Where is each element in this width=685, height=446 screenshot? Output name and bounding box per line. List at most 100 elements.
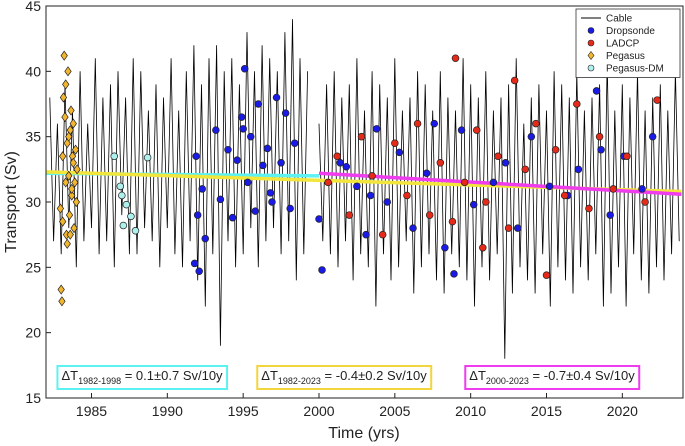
legend-swatch — [587, 27, 595, 34]
legend-label: Cable — [606, 14, 633, 25]
data-point — [482, 198, 490, 206]
data-point — [65, 209, 74, 221]
data-point — [192, 152, 200, 161]
data-point — [585, 204, 593, 213]
data-point — [623, 152, 631, 161]
data-point — [233, 156, 241, 164]
x-tick-label: 2010 — [455, 403, 486, 419]
data-point — [489, 178, 498, 187]
data-point — [460, 178, 469, 187]
data-point — [143, 153, 152, 162]
annotation: ΔT1982-2023 = -0.4±0.2 Sv/10y — [261, 368, 427, 386]
annotation-subscript: 1982-1998 — [78, 376, 121, 386]
data-point — [116, 182, 125, 191]
data-point — [68, 190, 76, 201]
x-tick-label: 2005 — [379, 403, 410, 419]
data-point — [357, 132, 366, 141]
cable-line — [318, 58, 680, 359]
data-point — [451, 54, 460, 63]
data-point — [254, 100, 263, 108]
data-point — [61, 111, 69, 123]
annotation-box — [464, 365, 641, 390]
data-point — [122, 200, 131, 209]
data-point — [240, 64, 249, 73]
legend-label: Dropsonde — [606, 26, 655, 37]
data-point — [228, 213, 237, 222]
y-tick-label: 45 — [25, 0, 41, 14]
data-point — [510, 76, 519, 85]
data-point — [641, 198, 649, 206]
data-point — [336, 159, 344, 167]
data-point — [63, 238, 71, 249]
data-point — [65, 131, 73, 142]
data-point — [62, 177, 70, 188]
data-point — [268, 198, 276, 206]
data-point — [71, 177, 79, 188]
data-point — [595, 132, 604, 141]
data-point — [251, 207, 260, 215]
data-point — [290, 139, 299, 147]
data-point — [413, 119, 422, 128]
data-point — [368, 172, 376, 180]
data-point — [243, 178, 252, 187]
data-point — [193, 211, 202, 219]
y-tick-label: 35 — [25, 129, 41, 145]
legend-swatch — [587, 51, 595, 60]
data-point — [560, 191, 569, 200]
annotation: ΔT2000-2023 = -0.7±0.4 Sv/10y — [469, 368, 635, 386]
data-point — [69, 118, 77, 129]
data-point — [62, 79, 70, 90]
data-point — [333, 152, 341, 161]
data-point — [574, 165, 583, 174]
data-point — [383, 198, 392, 206]
data-point — [315, 215, 323, 223]
data-point — [422, 169, 431, 178]
legend-swatch — [587, 64, 595, 72]
y-tick-label: 25 — [25, 259, 41, 275]
y-tick-label: 20 — [25, 325, 41, 341]
data-point — [551, 145, 560, 154]
data-point — [259, 161, 267, 170]
data-point — [542, 271, 551, 279]
data-point — [372, 125, 381, 133]
data-point — [573, 100, 581, 108]
data-point — [653, 96, 661, 104]
annotation-text: = -0.4±0.2 Sv/10y — [321, 368, 427, 383]
data-point — [441, 243, 449, 252]
data-point — [71, 144, 80, 155]
x-axis-label: Time (yrs) — [328, 425, 399, 442]
data-point — [58, 296, 66, 307]
data-point — [127, 212, 135, 221]
legend-label: Pegasus — [606, 51, 645, 62]
annotation-subscript: 2000-2023 — [486, 376, 529, 386]
x-tick-label: 2000 — [303, 403, 334, 419]
trend-line — [318, 171, 682, 196]
data-point — [272, 93, 281, 102]
data-point — [66, 229, 74, 240]
data-point — [69, 157, 77, 168]
data-point — [216, 195, 225, 204]
data-point — [378, 230, 387, 239]
data-point — [237, 113, 246, 121]
x-tick-label: 2020 — [607, 403, 638, 419]
annotation-text: = 0.1±0.7 Sv/10y — [121, 368, 223, 383]
data-point — [545, 182, 554, 191]
data-point — [403, 191, 411, 200]
y-tick-label: 15 — [25, 390, 41, 406]
data-point — [342, 162, 351, 171]
annotation-box — [256, 365, 433, 390]
data-point — [469, 200, 478, 209]
data-point — [263, 144, 272, 153]
data-point — [65, 170, 73, 181]
y-axis-label: Transport (Sv) — [3, 151, 20, 253]
data-point — [501, 159, 510, 167]
data-point — [479, 243, 487, 252]
data-point — [201, 234, 210, 243]
data-point — [212, 126, 220, 134]
x-tick-label: 1995 — [228, 403, 259, 419]
data-point — [448, 217, 457, 226]
x-tick-label: 1985 — [76, 403, 107, 419]
annotation-symbol: ΔT — [61, 368, 78, 383]
data-point — [362, 230, 370, 239]
